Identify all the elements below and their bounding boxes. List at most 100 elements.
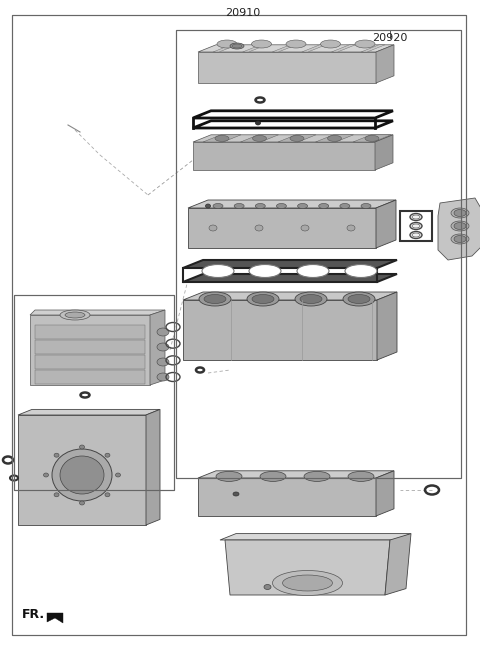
Polygon shape — [376, 200, 396, 248]
Ellipse shape — [205, 204, 211, 208]
Ellipse shape — [54, 493, 59, 497]
Ellipse shape — [234, 204, 244, 208]
Ellipse shape — [264, 585, 271, 589]
Polygon shape — [272, 45, 296, 52]
Polygon shape — [361, 45, 385, 52]
Ellipse shape — [247, 292, 279, 306]
Ellipse shape — [230, 43, 244, 49]
Ellipse shape — [252, 294, 274, 304]
Ellipse shape — [249, 265, 281, 277]
Ellipse shape — [44, 473, 48, 477]
Polygon shape — [35, 355, 145, 369]
Ellipse shape — [60, 456, 104, 494]
Polygon shape — [193, 135, 393, 142]
Text: 20910: 20910 — [226, 8, 261, 18]
Ellipse shape — [304, 472, 330, 482]
Ellipse shape — [255, 204, 265, 208]
Ellipse shape — [319, 204, 329, 208]
Ellipse shape — [327, 135, 341, 141]
Text: 20920: 20920 — [372, 33, 408, 43]
Ellipse shape — [202, 265, 234, 277]
Ellipse shape — [345, 265, 377, 277]
Ellipse shape — [410, 214, 422, 221]
Ellipse shape — [365, 135, 379, 141]
Polygon shape — [278, 135, 316, 142]
Polygon shape — [188, 208, 376, 248]
Ellipse shape — [412, 215, 420, 219]
Ellipse shape — [295, 292, 327, 306]
Ellipse shape — [454, 223, 466, 229]
Ellipse shape — [252, 135, 266, 141]
Polygon shape — [225, 540, 390, 595]
Polygon shape — [220, 533, 411, 540]
Polygon shape — [35, 370, 145, 384]
Ellipse shape — [157, 358, 169, 366]
Polygon shape — [188, 200, 396, 208]
Polygon shape — [213, 45, 237, 52]
Ellipse shape — [255, 225, 263, 231]
Ellipse shape — [260, 472, 286, 482]
Polygon shape — [353, 135, 391, 142]
Text: FR.: FR. — [22, 608, 45, 621]
Ellipse shape — [215, 135, 229, 141]
Ellipse shape — [361, 204, 371, 208]
Ellipse shape — [233, 492, 239, 496]
Ellipse shape — [321, 40, 340, 48]
Polygon shape — [35, 325, 145, 339]
Ellipse shape — [451, 221, 469, 231]
Ellipse shape — [232, 44, 242, 48]
Ellipse shape — [213, 204, 223, 208]
Polygon shape — [242, 45, 266, 52]
Ellipse shape — [105, 493, 110, 497]
Ellipse shape — [412, 233, 420, 237]
Ellipse shape — [348, 472, 374, 482]
Polygon shape — [183, 260, 397, 268]
Ellipse shape — [451, 208, 469, 218]
Ellipse shape — [80, 445, 84, 449]
Ellipse shape — [348, 294, 370, 304]
Polygon shape — [18, 415, 146, 525]
Ellipse shape — [204, 294, 226, 304]
Ellipse shape — [340, 204, 350, 208]
Polygon shape — [315, 135, 353, 142]
Ellipse shape — [273, 570, 343, 595]
Polygon shape — [183, 274, 397, 282]
Polygon shape — [198, 45, 394, 52]
Ellipse shape — [300, 294, 322, 304]
Ellipse shape — [157, 373, 169, 381]
Polygon shape — [30, 315, 150, 385]
Polygon shape — [376, 45, 394, 83]
Polygon shape — [146, 409, 160, 525]
Bar — [176, 30, 461, 478]
Ellipse shape — [276, 204, 287, 208]
Polygon shape — [183, 292, 397, 300]
Ellipse shape — [217, 40, 237, 48]
Bar — [14, 295, 174, 490]
Polygon shape — [198, 471, 394, 478]
Polygon shape — [240, 135, 278, 142]
Ellipse shape — [157, 328, 169, 336]
Polygon shape — [47, 613, 63, 623]
Ellipse shape — [60, 310, 90, 320]
Ellipse shape — [298, 204, 308, 208]
Polygon shape — [203, 135, 241, 142]
Polygon shape — [385, 533, 411, 595]
Polygon shape — [331, 45, 355, 52]
Ellipse shape — [290, 135, 304, 141]
Polygon shape — [438, 198, 480, 260]
Ellipse shape — [412, 224, 420, 228]
Polygon shape — [375, 135, 393, 170]
Ellipse shape — [355, 40, 375, 48]
Polygon shape — [18, 409, 160, 415]
Ellipse shape — [209, 225, 217, 231]
Ellipse shape — [343, 292, 375, 306]
Ellipse shape — [116, 473, 120, 477]
Polygon shape — [150, 310, 165, 385]
Polygon shape — [193, 142, 375, 170]
Ellipse shape — [65, 312, 85, 318]
Ellipse shape — [410, 223, 422, 229]
Polygon shape — [302, 45, 326, 52]
Ellipse shape — [216, 472, 242, 482]
Ellipse shape — [347, 225, 355, 231]
Ellipse shape — [80, 501, 84, 505]
